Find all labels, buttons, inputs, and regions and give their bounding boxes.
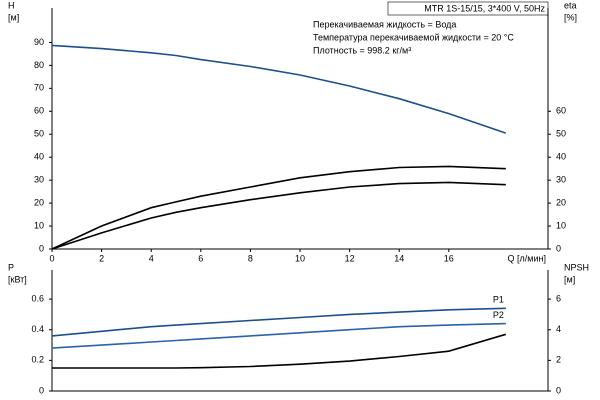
x-tick-label: 16 <box>444 253 454 263</box>
y-axis-label: [кВт] <box>8 274 27 284</box>
series-line <box>52 333 507 369</box>
series-label: P2 <box>493 310 504 320</box>
y2-axis-label: [%] <box>564 12 577 22</box>
y2-tick-label: 60 <box>556 106 566 116</box>
y-tick-label: 40 <box>34 152 44 162</box>
y-tick-label: 70 <box>34 83 44 93</box>
x-tick-label: 4 <box>149 253 154 263</box>
info-line: Плотность = 998.2 кг/м³ <box>313 45 411 55</box>
y2-axis-label: [м] <box>564 274 575 284</box>
y-tick-label: 0 <box>39 385 44 395</box>
series-line <box>51 307 506 337</box>
series-line <box>51 165 506 250</box>
info-line: Перекачиваемая жидкость = Вода <box>313 19 456 29</box>
series-line <box>51 44 507 134</box>
x-tick-label: 12 <box>345 253 355 263</box>
y2-tick-label: 20 <box>556 197 566 207</box>
x-tick-label: 6 <box>198 253 203 263</box>
y-tick-label: 0.4 <box>31 324 44 334</box>
y2-tick-label: 2 <box>556 355 561 365</box>
y2-tick-label: 50 <box>556 129 566 139</box>
x-tick-label: 14 <box>394 253 404 263</box>
y-tick-label: 0 <box>39 243 44 253</box>
y-tick-label: 60 <box>34 106 44 116</box>
y-tick-label: 0.2 <box>31 355 44 365</box>
y-axis-label: H <box>8 0 15 10</box>
info-line: Температура перекачиваемой жидкости = 20… <box>313 32 514 42</box>
y-tick-label: 20 <box>34 197 44 207</box>
y2-tick-label: 0 <box>556 385 561 395</box>
x-tick-label: 2 <box>99 253 104 263</box>
y2-tick-label: 10 <box>556 220 566 230</box>
y2-tick-label: 30 <box>556 175 566 185</box>
y2-tick-label: 0 <box>556 243 561 253</box>
y-tick-label: 0.6 <box>31 293 44 303</box>
x-tick-label: 8 <box>248 253 253 263</box>
x-tick-label: 0 <box>49 253 54 263</box>
y2-tick-label: 40 <box>556 152 566 162</box>
y2-axis-label: eta <box>564 0 577 10</box>
series-line <box>51 181 506 250</box>
model-label: MTR 1S-15/15, 3*400 V, 50Hz <box>424 3 545 13</box>
series-label: P1 <box>493 295 504 305</box>
y-tick-label: 80 <box>34 60 44 70</box>
y2-tick-label: 4 <box>556 324 561 334</box>
y-axis-label: [м] <box>8 12 19 22</box>
y-axis-label: P <box>8 262 14 272</box>
x-tick-label: 10 <box>295 253 305 263</box>
series-line <box>51 322 506 349</box>
y-tick-label: 10 <box>34 220 44 230</box>
x-axis-label: Q [л/мин] <box>508 253 546 263</box>
y-tick-label: 90 <box>34 37 44 47</box>
y2-tick-label: 6 <box>556 293 561 303</box>
y2-axis-label: NPSH <box>564 262 589 272</box>
y-tick-label: 30 <box>34 175 44 185</box>
y-tick-label: 50 <box>34 129 44 139</box>
